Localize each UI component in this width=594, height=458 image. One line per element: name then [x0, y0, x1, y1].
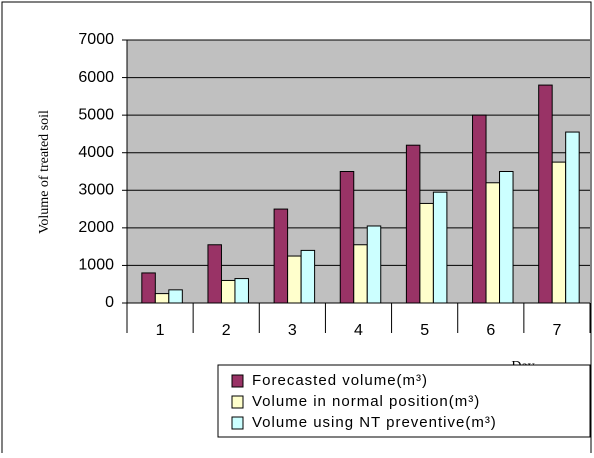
- bar: [287, 255, 302, 304]
- bar: [168, 289, 183, 304]
- bar: [405, 144, 421, 304]
- bar: [432, 191, 448, 304]
- y-tick-label: 4000: [78, 144, 114, 161]
- bar: [419, 202, 434, 304]
- bar: [538, 84, 553, 304]
- y-tick-label: 3000: [78, 182, 114, 199]
- x-tick-label: 7: [552, 322, 561, 339]
- y-tick-label: 0: [105, 294, 114, 311]
- x-tick-label: 1: [156, 322, 165, 339]
- bar: [499, 171, 514, 304]
- y-tick-label: 1000: [78, 257, 114, 274]
- bar: [234, 278, 249, 304]
- bar: [551, 161, 567, 304]
- x-tick-label: 5: [420, 322, 429, 339]
- bar: [154, 293, 170, 304]
- bar: [353, 244, 368, 304]
- x-tick-label: 6: [486, 322, 495, 339]
- legend-swatch: [231, 416, 244, 430]
- bar: [141, 272, 156, 304]
- bar: [207, 244, 222, 304]
- bar: [485, 182, 501, 304]
- y-axis-title: Volume of treated soil: [37, 110, 52, 234]
- x-tick-label: 2: [222, 322, 231, 339]
- x-tick-label: 3: [288, 322, 297, 339]
- legend-label: Volume in normal position(m³): [252, 393, 480, 410]
- bar: [273, 208, 289, 304]
- bar: [339, 171, 355, 304]
- y-tick-label: 5000: [78, 106, 114, 123]
- x-tick-label: 4: [354, 322, 363, 339]
- y-tick-label: 2000: [78, 219, 114, 236]
- legend-swatch: [231, 374, 244, 388]
- legend-label: Forecasted volume(m³): [252, 372, 428, 389]
- y-tick-label: 6000: [78, 69, 114, 86]
- bar: [366, 225, 382, 304]
- legend-box: [217, 364, 591, 438]
- y-tick-label: 7000: [78, 31, 114, 48]
- bar: [565, 131, 580, 304]
- bar: [300, 249, 316, 304]
- legend-label: Volume using NT preventive(m³): [252, 414, 497, 431]
- bar: [472, 114, 487, 304]
- legend-swatch: [231, 395, 244, 409]
- bar: [220, 279, 236, 304]
